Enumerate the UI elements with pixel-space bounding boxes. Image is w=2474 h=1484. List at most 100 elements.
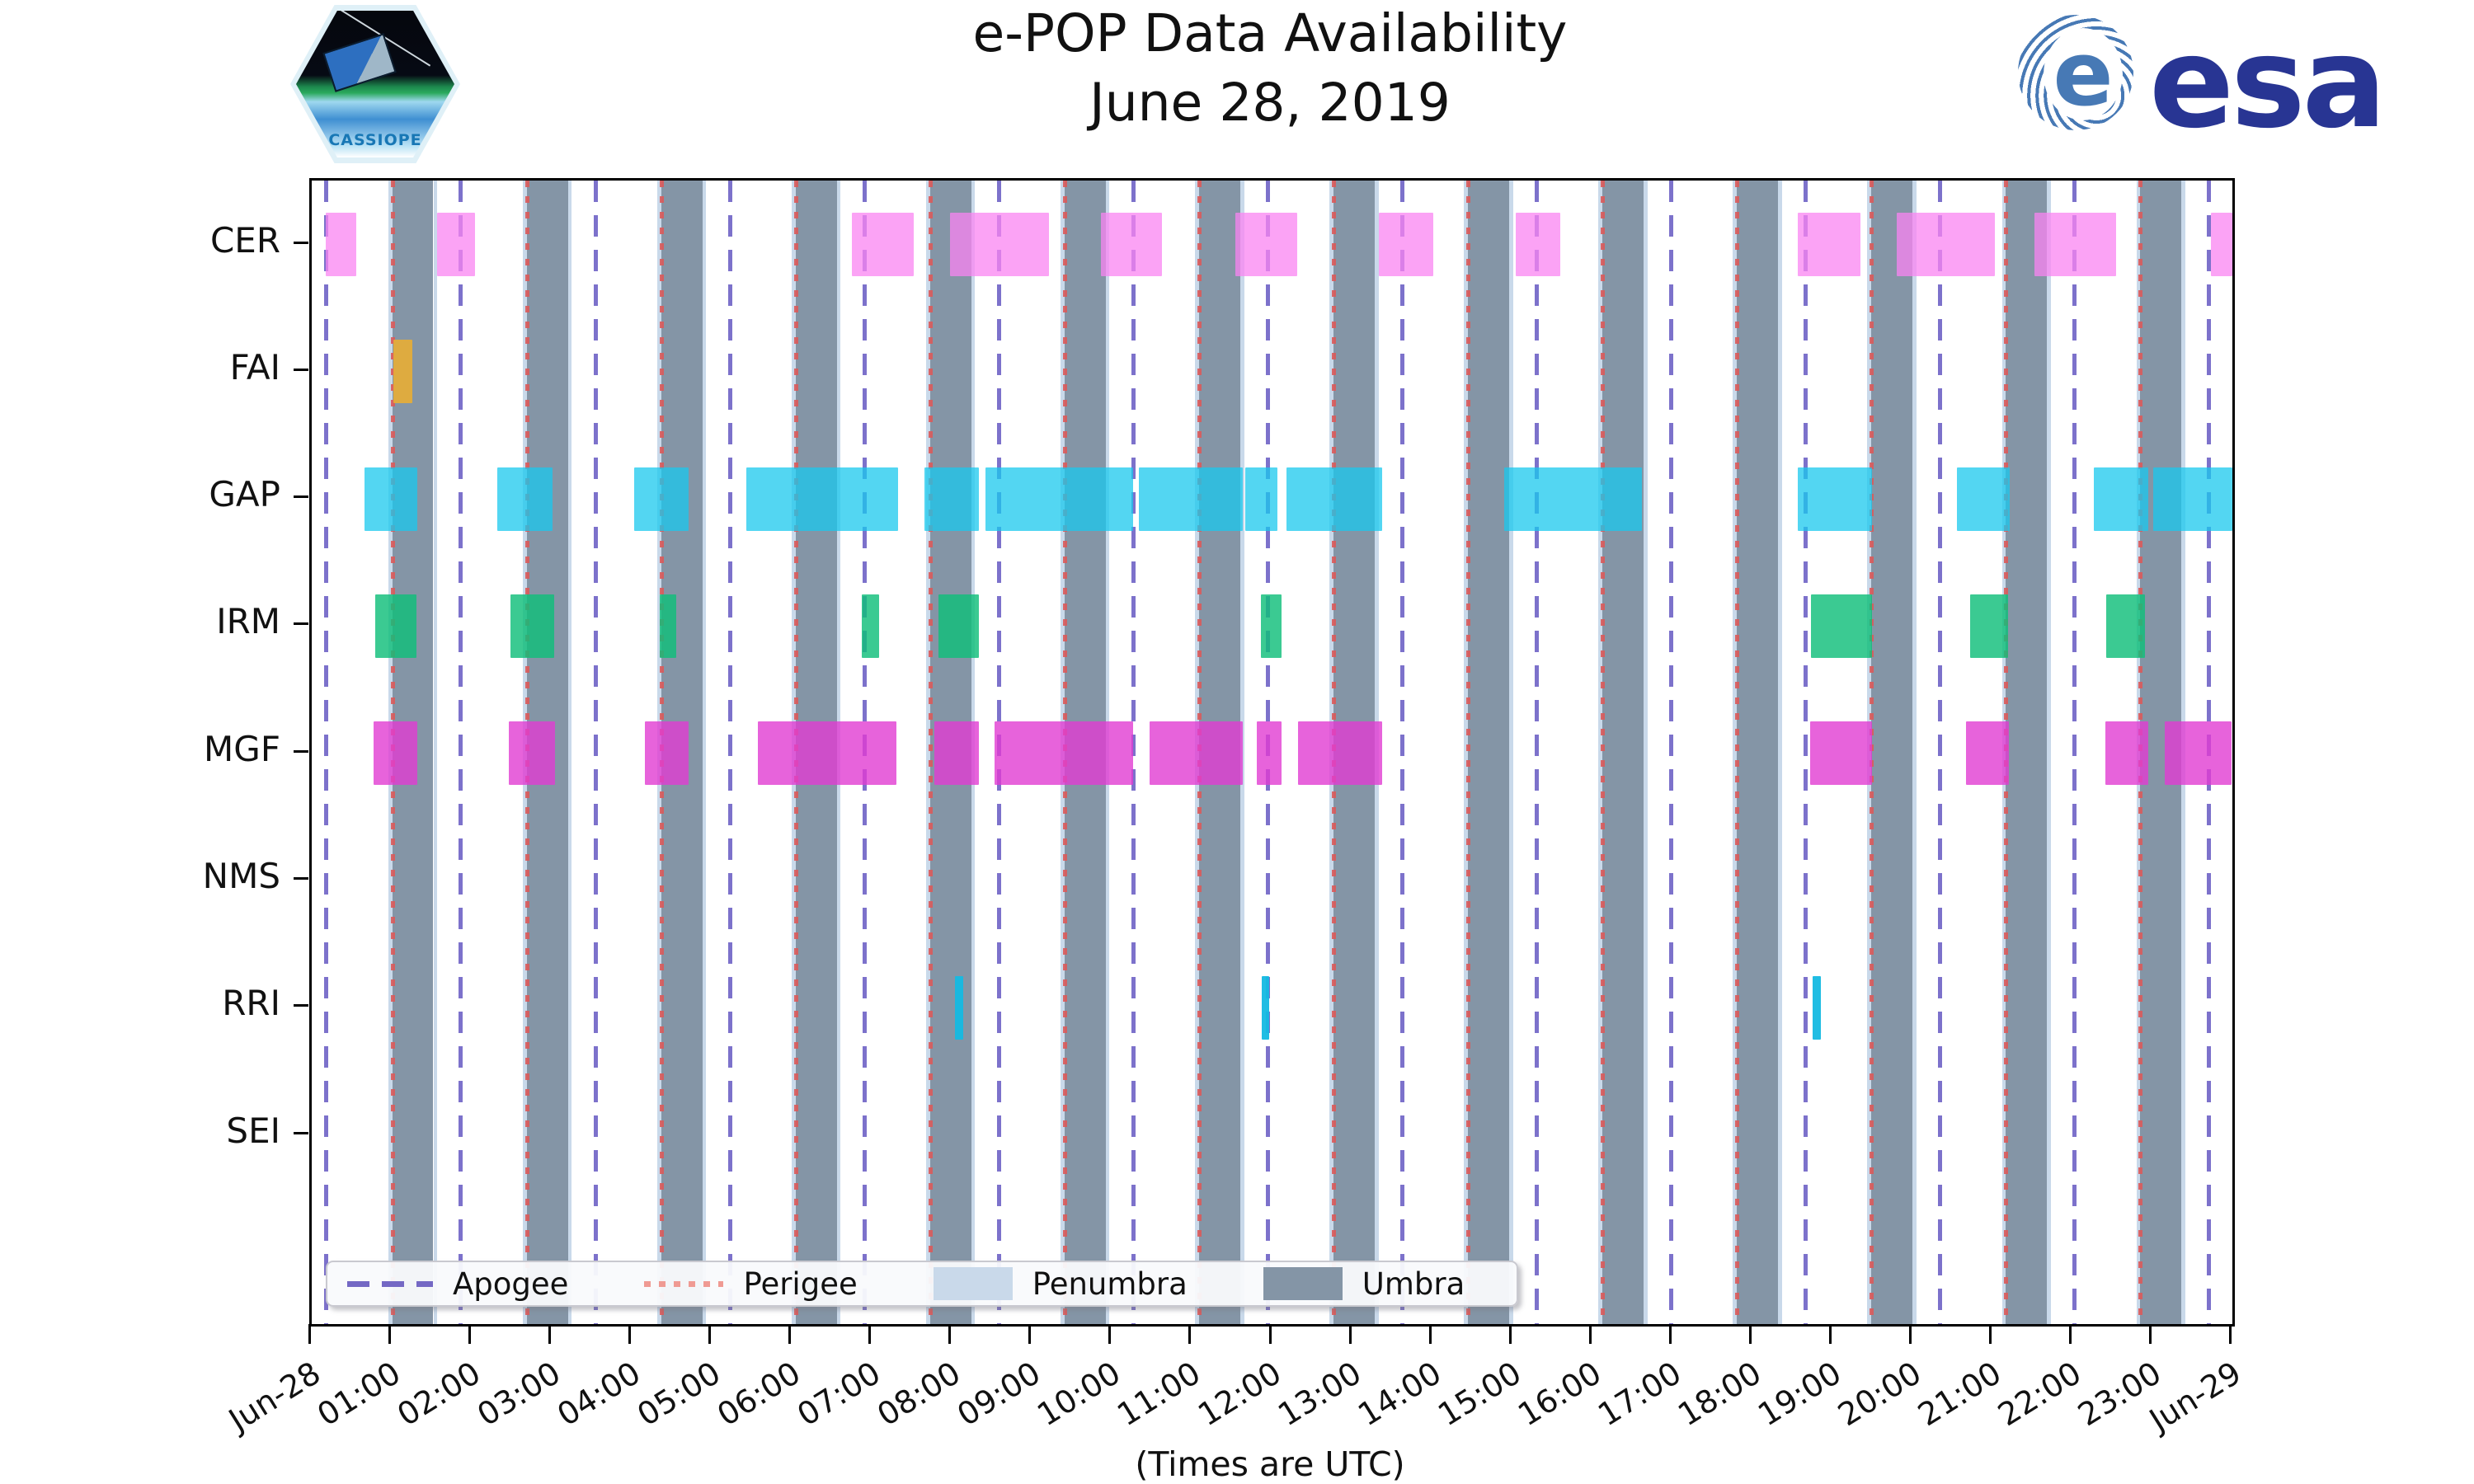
apogee-line xyxy=(593,181,598,1324)
esa-wordmark: esa xyxy=(2149,10,2387,156)
x-tick xyxy=(948,1324,952,1344)
x-tick xyxy=(1828,1324,1832,1344)
mgf-availability-bar xyxy=(2165,721,2232,786)
apogee-line xyxy=(1399,181,1404,1324)
x-tick xyxy=(628,1324,632,1344)
cer-availability-bar xyxy=(1235,213,1297,276)
penumbra-band xyxy=(1508,181,1513,1324)
x-tick xyxy=(1428,1324,1432,1344)
irm-availability-bar xyxy=(1969,594,2009,658)
x-tick xyxy=(1748,1324,1752,1344)
x-axis-note: (Times are UTC) xyxy=(1135,1444,1405,1484)
gap-availability-bar xyxy=(497,467,553,531)
fai-availability-bar xyxy=(393,340,413,404)
penumbra-band xyxy=(2046,181,2051,1324)
gap-availability-bar xyxy=(1139,467,1243,531)
gap-availability-bar xyxy=(1503,467,1642,531)
gap-availability-bar xyxy=(1957,467,2011,531)
perigee-line xyxy=(1466,181,1471,1324)
y-tick xyxy=(294,1131,308,1134)
mgf-availability-bar xyxy=(1297,721,1383,786)
apogee-line xyxy=(324,181,329,1324)
mgf-availability-bar xyxy=(2105,721,2149,786)
gap-availability-bar xyxy=(365,467,418,531)
mgf-availability-bar xyxy=(644,721,689,786)
irm-availability-bar xyxy=(510,594,555,658)
penumbra-band xyxy=(1643,181,1648,1324)
gap-availability-bar xyxy=(2094,467,2149,531)
x-tick xyxy=(388,1324,392,1344)
mgf-availability-bar xyxy=(1150,721,1243,786)
gap-availability-bar xyxy=(1245,467,1278,531)
x-tick xyxy=(1668,1324,1672,1344)
gap-availability-bar xyxy=(634,467,689,531)
penumbra-band xyxy=(433,181,438,1324)
page-subtitle: June 28, 2019 xyxy=(1089,73,1451,133)
perigee-line xyxy=(1601,181,1606,1324)
apogee-line xyxy=(1534,181,1539,1324)
mgf-availability-bar xyxy=(1809,721,1873,786)
irm-availability-bar xyxy=(374,594,417,658)
x-tick xyxy=(1508,1324,1512,1344)
row-label-nms: NMS xyxy=(202,856,280,897)
gap-availability-bar xyxy=(1798,467,1873,531)
y-tick xyxy=(294,622,308,626)
mgf-availability-bar xyxy=(1257,721,1282,786)
x-tick xyxy=(2068,1324,2072,1344)
perigee-line xyxy=(1735,181,1740,1324)
umbra-band xyxy=(1871,181,1912,1324)
umbra-band xyxy=(1602,181,1644,1324)
penumbra-band xyxy=(1733,181,1738,1324)
irm-availability-bar xyxy=(660,594,676,658)
apogee-line xyxy=(1937,181,1942,1324)
x-tick xyxy=(1588,1324,1592,1344)
gap-availability-bar xyxy=(924,467,980,531)
mgf-availability-bar xyxy=(1965,721,2010,786)
penumbra-band xyxy=(1777,181,1782,1324)
x-tick xyxy=(708,1324,712,1344)
irm-availability-bar xyxy=(2105,594,2146,658)
mgf-availability-bar xyxy=(757,721,897,786)
y-tick xyxy=(294,495,308,499)
mgf-availability-bar xyxy=(373,721,418,786)
page-title: e-POP Data Availability xyxy=(972,3,1568,63)
patch-label: CASSIOPE xyxy=(328,131,422,149)
x-tick xyxy=(2229,1324,2232,1344)
irm-availability-bar xyxy=(861,594,880,658)
penumbra-band xyxy=(567,181,572,1324)
x-tick xyxy=(1908,1324,1912,1344)
y-tick xyxy=(294,877,308,881)
umbra-band xyxy=(1468,181,1509,1324)
penumbra-band xyxy=(702,181,707,1324)
x-tick xyxy=(468,1324,472,1344)
cer-availability-bar xyxy=(852,213,914,276)
apogee-line xyxy=(1803,181,1808,1324)
perigee-line xyxy=(929,181,934,1324)
rri-availability-bar xyxy=(955,975,963,1040)
irm-availability-bar xyxy=(938,594,980,658)
cer-availability-bar xyxy=(1798,213,1860,276)
x-tick xyxy=(1268,1324,1272,1344)
y-tick xyxy=(294,749,308,753)
row-label-rri: RRI xyxy=(222,983,280,1024)
gap-availability-bar xyxy=(2152,467,2232,531)
rri-availability-bar xyxy=(1261,975,1269,1040)
row-label-cer: CER xyxy=(209,219,280,261)
irm-availability-bar xyxy=(1260,594,1282,658)
cer-availability-bar xyxy=(2034,213,2117,276)
mgf-availability-bar xyxy=(508,721,555,786)
y-tick xyxy=(294,241,308,244)
umbra-band xyxy=(2006,181,2047,1324)
x-tick xyxy=(1988,1324,1992,1344)
gap-availability-bar xyxy=(745,467,899,531)
cer-availability-bar xyxy=(1897,213,1995,276)
x-tick xyxy=(788,1324,792,1344)
cassiope-mission-patch: CASSIOPE xyxy=(290,5,460,163)
apogee-line xyxy=(2072,181,2077,1324)
esa-globe-e-icon: e xyxy=(2044,23,2123,126)
row-label-gap: GAP xyxy=(209,474,280,515)
apogee-line xyxy=(459,181,463,1324)
cer-availability-bar xyxy=(2210,213,2232,276)
apogee-line xyxy=(1668,181,1673,1324)
